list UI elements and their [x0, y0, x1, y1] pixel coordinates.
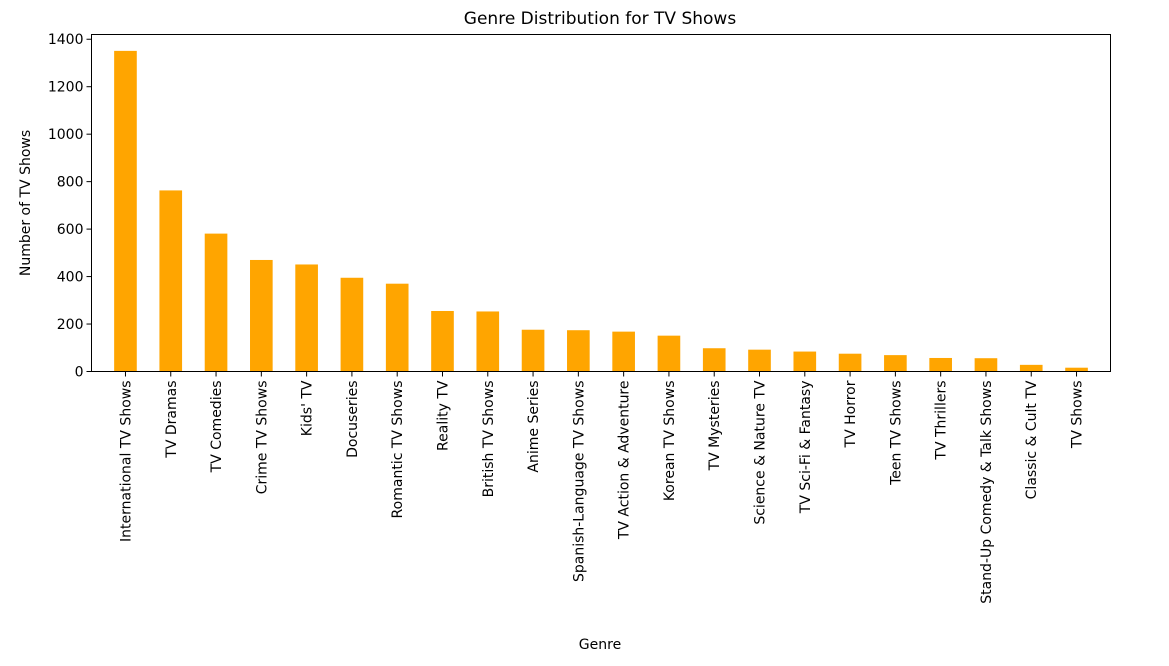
x-tick-label: TV Mysteries: [707, 381, 723, 472]
x-tick-label: Spanish-Language TV Shows: [571, 381, 587, 583]
bar: [974, 358, 998, 372]
x-tick-label: Teen TV Shows: [888, 381, 904, 486]
chart-title: Genre Distribution for TV Shows: [464, 9, 737, 29]
bar: [159, 190, 183, 372]
y-tick-label: 400: [57, 270, 84, 286]
x-axis: International TV Shows TV Dramas TV Comedi…: [118, 371, 1086, 604]
bar: [748, 349, 771, 372]
bar: [250, 259, 273, 372]
bar: [612, 331, 635, 372]
x-tick-label: TV Dramas: [164, 381, 180, 459]
bar: [793, 351, 817, 372]
y-tick-label: 1000: [48, 127, 84, 143]
x-tick-label: TV Sci-Fi & Fantasy: [798, 381, 814, 515]
y-tick-label: 0: [75, 365, 84, 381]
x-tick-label: TV Comedies: [209, 381, 225, 474]
bar: [1019, 364, 1043, 372]
y-tick-label: 1200: [48, 80, 84, 96]
x-tick-label: TV Shows: [1070, 381, 1086, 450]
bar: [295, 264, 318, 372]
bar: [884, 355, 907, 372]
x-tick-label: Science & Nature TV: [753, 380, 769, 525]
bar: [657, 335, 681, 372]
y-tick-label: 200: [57, 317, 84, 333]
bar: [702, 348, 726, 372]
x-tick-label: Romantic TV Shows: [390, 381, 406, 519]
x-tick-label: TV Horror: [843, 380, 859, 448]
bar: [114, 50, 137, 372]
bar: [385, 283, 409, 372]
y-tick-label: 800: [57, 175, 84, 191]
bar: [204, 233, 228, 372]
x-tick-label: Kids' TV: [300, 380, 316, 436]
x-tick-label: TV Thrillers: [934, 381, 950, 461]
bar: [476, 311, 500, 372]
y-axis-label: Number of TV Shows: [18, 130, 34, 276]
x-tick-label: Crime TV Shows: [254, 381, 270, 495]
x-tick-label: Reality TV: [435, 380, 451, 451]
x-tick-label: Anime Series: [526, 381, 542, 473]
x-tick-label: TV Action & Adventure: [617, 381, 633, 541]
x-axis-label: Genre: [579, 637, 621, 653]
bar: [567, 330, 590, 372]
y-tick-label: 1400: [48, 32, 84, 48]
x-tick-label: Docuseries: [345, 381, 361, 458]
bar: [929, 357, 952, 372]
y-tick-label: 600: [57, 222, 84, 238]
bar: [340, 277, 364, 372]
bar: [431, 310, 454, 372]
plot-frame: [91, 34, 1111, 372]
x-tick-label: International TV Shows: [118, 381, 134, 542]
bar: [1065, 367, 1088, 372]
bars-group: [114, 50, 1088, 372]
x-tick-label: Korean TV Shows: [662, 381, 678, 502]
bar: [838, 353, 862, 372]
bar: [521, 329, 545, 372]
x-tick-label: Stand-Up Comedy & Talk Shows: [979, 381, 995, 604]
y-axis: 0 200 400 600 800 1000 1200 1400: [48, 32, 92, 381]
x-tick-label: British TV Shows: [481, 381, 497, 498]
x-tick-label: Classic & Cult TV: [1024, 380, 1040, 499]
